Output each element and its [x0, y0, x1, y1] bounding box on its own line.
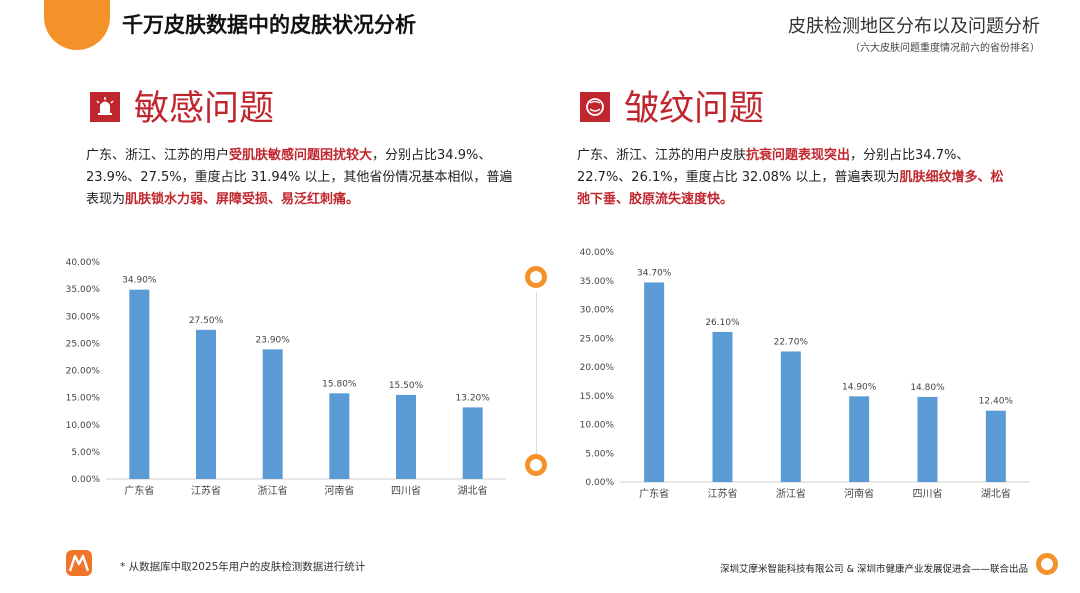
footnote: * 从数据库中取2025年用户的皮肤检测数据进行统计	[120, 561, 366, 573]
bar	[129, 289, 150, 479]
x-tick-label: 广东省	[124, 484, 154, 497]
x-tick-label: 河南省	[844, 487, 874, 500]
data-label: 34.70%	[637, 268, 672, 278]
ring-decoration	[525, 454, 547, 476]
data-label: 34.90%	[122, 276, 157, 286]
ring-decoration	[1036, 553, 1058, 575]
connector-line	[536, 292, 537, 454]
bar	[329, 393, 350, 479]
alarm-icon	[90, 92, 120, 122]
wrinkle-heading: 皱纹问题	[624, 89, 765, 129]
sensitivity-description: 广东、浙江、江苏的用户受肌肤敏感问题困扰较大，分别占比34.9%、23.9%、2…	[86, 145, 516, 211]
y-tick-label: 40.00%	[66, 258, 101, 268]
data-label: 26.10%	[705, 318, 740, 328]
data-label: 23.90%	[256, 335, 291, 345]
x-tick-label: 四川省	[913, 487, 943, 500]
bar	[396, 394, 416, 479]
sensitivity-heading: 敏感问题	[134, 89, 275, 129]
desc-highlight: 肌肤细纹增多、松弛下垂、胶原流失速度快。	[577, 170, 1004, 207]
brand-logo-icon	[66, 550, 92, 576]
y-tick-label: 35.00%	[580, 277, 615, 287]
section-subtitle-right: （六大皮肤问题重度情况前六的省份排名）	[850, 43, 1040, 54]
wrinkle-description: 广东、浙江、江苏的用户皮肤抗衰问题表现突出，分别占比34.7%、22.7%、26…	[577, 145, 1007, 211]
y-tick-label: 25.00%	[580, 334, 615, 344]
ring-decoration	[525, 266, 547, 288]
desc-highlight: 抗衰问题表现突出	[746, 148, 851, 163]
data-label: 14.90%	[842, 382, 877, 392]
x-tick-label: 河南省	[324, 484, 354, 497]
desc-text: 广东、浙江、江苏的用户皮肤	[577, 148, 747, 163]
bar	[917, 396, 938, 482]
section-title-right: 皮肤检测地区分布以及问题分析	[788, 16, 1040, 37]
footer-credits: 深圳艾摩米智能科技有限公司 & 深圳市健康产业发展促进会——联合出品	[720, 564, 1028, 575]
y-tick-label: 30.00%	[580, 306, 615, 316]
x-tick-label: 浙江省	[776, 487, 806, 500]
y-tick-label: 20.00%	[580, 363, 615, 373]
y-tick-label: 0.00%	[585, 478, 614, 488]
x-tick-label: 江苏省	[708, 487, 738, 500]
x-tick-label: 广东省	[639, 487, 669, 500]
bar	[780, 351, 801, 482]
data-label: 15.80%	[322, 379, 357, 389]
bar	[985, 410, 1006, 482]
y-tick-label: 15.00%	[66, 394, 101, 404]
data-label: 15.50%	[389, 381, 424, 391]
y-tick-label: 40.00%	[580, 248, 615, 258]
y-tick-label: 5.00%	[71, 448, 100, 458]
y-tick-label: 10.00%	[580, 421, 615, 431]
x-tick-label: 浙江省	[258, 484, 288, 497]
y-tick-label: 5.00%	[585, 449, 614, 459]
desc-highlight: 受肌肤敏感问题困扰较大	[229, 148, 373, 163]
bar	[644, 282, 665, 482]
desc-text: ，分别占比34.7%、22.7%、26.1%，重度占比 32.08% 以上，普遍…	[577, 148, 970, 185]
y-tick-label: 0.00%	[71, 475, 100, 485]
page-title: 千万皮肤数据中的皮肤状况分析	[122, 13, 416, 37]
y-tick-label: 10.00%	[66, 421, 101, 431]
y-tick-label: 15.00%	[580, 392, 615, 402]
y-tick-label: 20.00%	[66, 367, 101, 377]
bar	[262, 349, 283, 479]
desc-text: ，分别占比34.9%、23.9%、27.5%，重度占比 31.94% 以上，其他…	[86, 148, 513, 207]
desc-highlight: 肌肤锁水力弱、屏障受损、易泛红刺痛。	[125, 192, 360, 207]
x-tick-label: 江苏省	[191, 484, 221, 497]
bar	[712, 331, 733, 482]
x-tick-label: 湖北省	[981, 487, 1011, 500]
bar	[849, 396, 870, 482]
data-label: 13.20%	[456, 393, 491, 403]
data-label: 27.50%	[189, 316, 224, 326]
x-tick-label: 四川省	[391, 484, 421, 497]
bar	[462, 407, 483, 479]
data-label: 22.70%	[774, 337, 809, 347]
data-label: 12.40%	[979, 397, 1014, 407]
x-tick-label: 湖北省	[458, 484, 488, 497]
data-label: 14.80%	[910, 383, 945, 393]
y-tick-label: 25.00%	[66, 339, 101, 349]
desc-text: 广东、浙江、江苏的用户	[86, 148, 230, 163]
y-tick-label: 35.00%	[66, 285, 101, 295]
y-tick-label: 30.00%	[66, 312, 101, 322]
face-icon	[580, 92, 610, 122]
bar	[196, 329, 216, 479]
